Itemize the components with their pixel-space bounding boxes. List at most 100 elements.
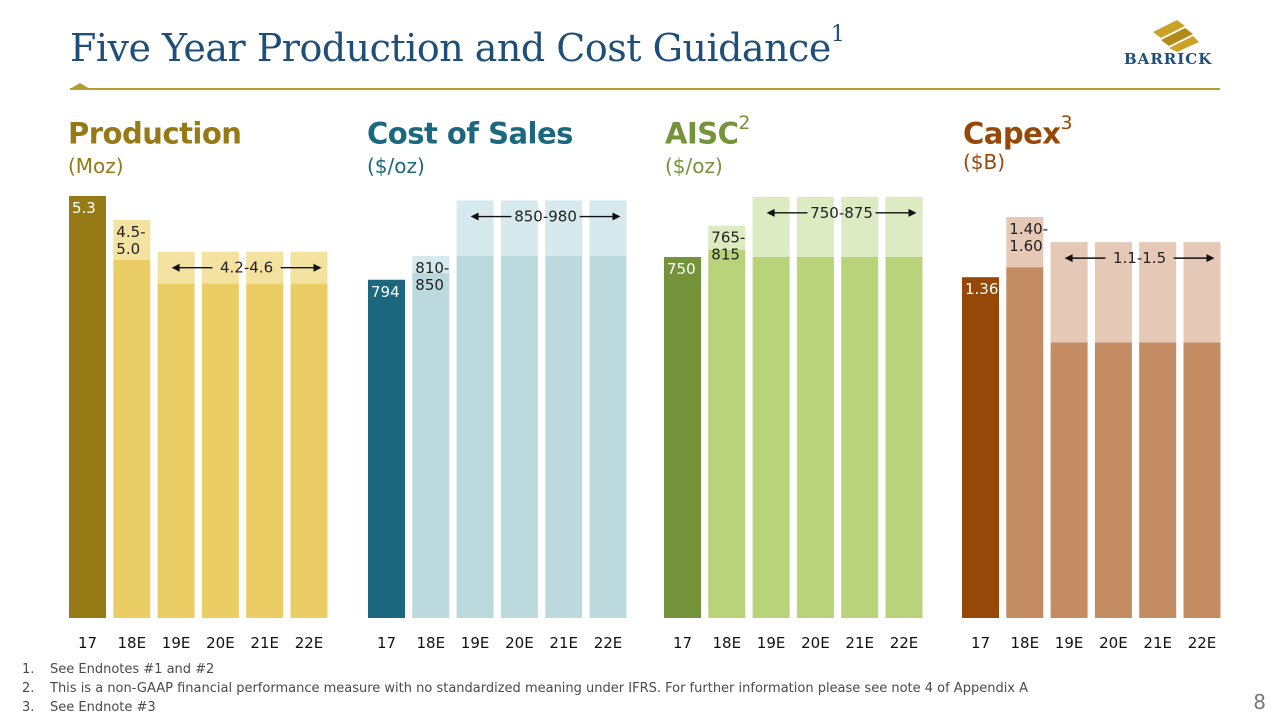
capex-bar-range-21E — [1139, 242, 1177, 343]
cost-of-sales-x-tick-18E: 18E — [417, 634, 446, 652]
capex-range-label: 1.1-1.5 — [1113, 249, 1166, 267]
production-bar-17 — [69, 195, 106, 618]
production-bar-low-18E — [113, 259, 151, 618]
cost-of-sales-x-tick-22E: 22E — [594, 634, 623, 652]
production-bar-range-18E — [113, 219, 151, 260]
aisc-bar-range-18E — [708, 225, 746, 250]
cost-of-sales-bar-low-21E — [545, 255, 583, 618]
capex-range-arrowhead-right — [1206, 254, 1215, 263]
aisc-bar-low-20E — [796, 256, 834, 618]
production-x-tick-21E: 21E — [250, 634, 279, 652]
capex-x-tick-19E: 19E — [1055, 634, 1084, 652]
aisc-range-label: 750-875 — [810, 204, 873, 222]
capex-x-tick-22E: 22E — [1188, 634, 1217, 652]
aisc-x-tick-20E: 20E — [801, 634, 830, 652]
production-range-label: 4.2-4.6 — [220, 259, 273, 277]
aisc-x-tick-21E: 21E — [845, 634, 874, 652]
aisc-title-footnote: 2 — [738, 112, 750, 134]
aisc-title-text: AISC — [665, 116, 739, 151]
cost-of-sales-bar-low-19E — [456, 255, 494, 618]
slide-title: Five Year Production and Cost Guidance1 — [70, 22, 845, 70]
capex-bar-label-17: 1.36 — [965, 280, 998, 298]
capex-x-tick-18E: 18E — [1011, 634, 1040, 652]
aisc-x-tick-18E: 18E — [713, 634, 742, 652]
capex-unit: ($B) — [963, 150, 1006, 174]
cost-of-sales-panel-title: Cost of Sales — [367, 116, 573, 151]
capex-bar-range-20E — [1094, 242, 1132, 343]
title-divider — [70, 88, 1220, 90]
capex-x-tick-21E: 21E — [1143, 634, 1172, 652]
capex-bar-low-21E — [1139, 342, 1177, 618]
aisc-bar-range-20E — [796, 196, 834, 257]
production-bar-low-20E — [201, 283, 239, 618]
aisc-bar-range-22E — [885, 196, 923, 257]
aisc-range-label-18E-0: 765- — [711, 229, 745, 247]
cost-of-sales-range-label-18E-1: 850 — [415, 276, 444, 294]
footnote-number: 1. — [22, 662, 35, 677]
cost-of-sales-x-tick-19E: 19E — [461, 634, 490, 652]
cost-of-sales-unit: ($/oz) — [367, 154, 425, 178]
cost-of-sales-range-label-18E-0: 810- — [415, 259, 449, 277]
cost-of-sales-bar-low-20E — [500, 255, 538, 618]
production-unit: (Moz) — [68, 154, 124, 178]
footnote-text: See Endnote #3 — [50, 700, 156, 715]
capex-range-label-18E-0: 1.40- — [1009, 220, 1048, 238]
title-divider-tick — [70, 83, 90, 89]
aisc-range-arrowhead-left — [766, 208, 775, 217]
aisc-bar-17 — [664, 256, 701, 618]
aisc-bar-label-17: 750 — [667, 260, 696, 278]
capex-title-text: Capex — [963, 116, 1061, 151]
cost-of-sales-title-text: Cost of Sales — [367, 116, 573, 151]
cost-of-sales-bar-low-18E — [412, 272, 450, 618]
footnote-number: 2. — [22, 681, 35, 696]
aisc-bar-low-19E — [752, 256, 790, 618]
cost-of-sales-bar-range-19E — [456, 200, 494, 256]
production-title-text: Production — [68, 116, 242, 151]
production-x-tick-17: 17 — [78, 634, 97, 652]
cost-of-sales-range-arrowhead-left — [470, 212, 479, 221]
footnote-text: This is a non-GAAP financial performance… — [50, 681, 1029, 696]
cost-of-sales-bar-range-22E — [589, 200, 627, 256]
aisc-range-label-18E-1: 815 — [711, 246, 740, 264]
capex-x-tick-17: 17 — [971, 634, 990, 652]
production-bar-low-19E — [157, 283, 195, 618]
production-range-label-18E-1: 5.0 — [116, 240, 140, 258]
footnote-2: 2. This is a non-GAAP financial performan… — [22, 679, 1028, 698]
barrick-logo-icon — [1153, 20, 1199, 52]
cost-of-sales-bar-range-18E — [412, 255, 450, 273]
capex-bar-17 — [962, 277, 999, 618]
aisc-bar-range-19E — [752, 196, 790, 257]
footnote-number: 3. — [22, 700, 35, 715]
production-bar-low-21E — [246, 283, 284, 618]
capex-bar-range-18E — [1006, 217, 1044, 268]
aisc-bar-range-21E — [841, 196, 879, 257]
capex-range-arrowhead-left — [1064, 254, 1073, 263]
aisc-bar-low-18E — [708, 249, 746, 619]
capex-title-footnote: 3 — [1060, 112, 1073, 134]
production-x-tick-22E: 22E — [295, 634, 324, 652]
production-range-label-18E-0: 4.5- — [116, 223, 145, 241]
cost-of-sales-x-tick-20E: 20E — [505, 634, 534, 652]
production-x-tick-19E: 19E — [162, 634, 191, 652]
capex-x-tick-20E: 20E — [1099, 634, 1128, 652]
guidance-charts: 5.3 4.5-5.0 4.2-4.6 17 18E 19E 20E 21E 22E 794 810… — [69, 195, 1221, 652]
production-range-arrowhead-left — [171, 263, 180, 272]
cost-of-sales-bar-17 — [368, 279, 405, 618]
capex-bar-range-22E — [1183, 242, 1221, 343]
aisc-unit: ($/oz) — [665, 154, 723, 178]
aisc-panel-title: AISC2 — [665, 112, 750, 151]
footnote-text: See Endnotes #1 and #2 — [50, 662, 215, 677]
production-panel-title: Production — [68, 116, 242, 151]
production-x-tick-20E: 20E — [206, 634, 235, 652]
aisc-x-tick-17: 17 — [673, 634, 692, 652]
production-bar-label-17: 5.3 — [72, 199, 96, 217]
cost-of-sales-bar-range-21E — [545, 200, 583, 256]
aisc-bar-low-22E — [885, 256, 923, 618]
cost-of-sales-bar-low-22E — [589, 255, 627, 618]
cost-of-sales-x-tick-21E: 21E — [549, 634, 578, 652]
footnote-3: 3. See Endnote #3 — [22, 698, 1028, 717]
production-bar-range-21E — [246, 251, 284, 284]
capex-bar-low-18E — [1006, 267, 1044, 618]
cost-of-sales-bar-label-17: 794 — [371, 283, 400, 301]
cost-of-sales-bar-range-20E — [500, 200, 538, 256]
